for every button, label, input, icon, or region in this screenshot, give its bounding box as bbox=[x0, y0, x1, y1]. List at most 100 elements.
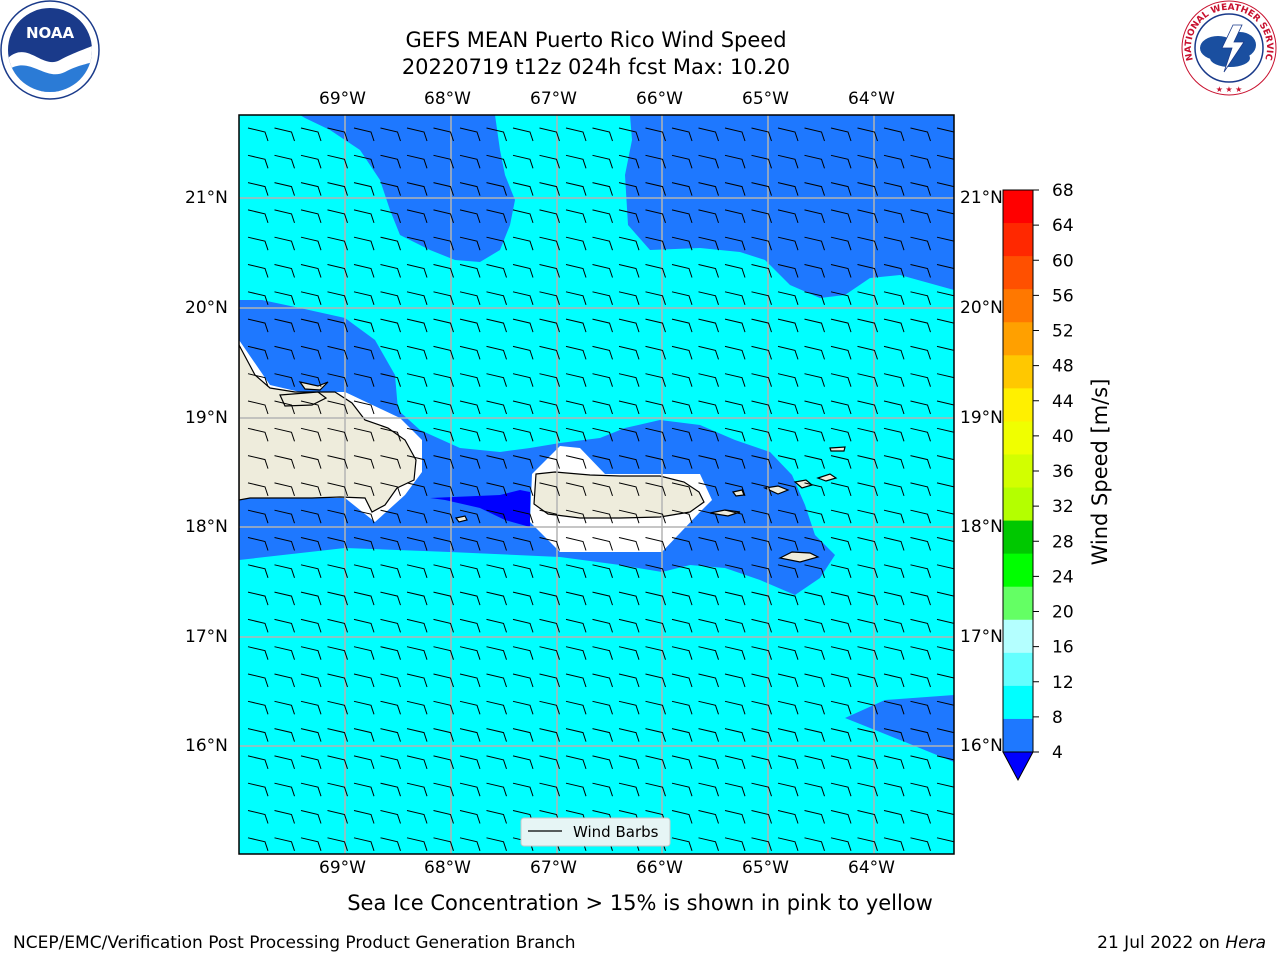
wind-barb bbox=[539, 646, 560, 660]
lon-tick-bottom: 67°W bbox=[530, 858, 577, 878]
wind-barb bbox=[698, 400, 719, 415]
wind-barb bbox=[936, 591, 954, 598]
wind-barb bbox=[857, 509, 878, 524]
wind-barb bbox=[857, 728, 878, 742]
wind-barb bbox=[830, 127, 852, 142]
wind-barb bbox=[671, 509, 693, 524]
wind-barb bbox=[247, 700, 269, 715]
lon-tick-bottom: 69°W bbox=[319, 858, 366, 878]
wind-barb bbox=[777, 264, 799, 278]
wind-barb bbox=[327, 591, 348, 606]
wind-barb-legend: Wind Barbs bbox=[520, 817, 671, 847]
wind-barb bbox=[300, 318, 322, 333]
wind-barb bbox=[512, 127, 534, 142]
wind-barb bbox=[353, 318, 375, 333]
wind-barb bbox=[698, 509, 719, 524]
colorbar-tick-label: 20 bbox=[1052, 603, 1074, 623]
wind-barb bbox=[857, 591, 878, 606]
nws-logo: NATIONAL WEATHER SERVICE ★ ★ ★ bbox=[0, 0, 1277, 96]
wind-barb bbox=[327, 782, 348, 797]
noaa-text: NOAA bbox=[26, 24, 75, 42]
wind-barb bbox=[539, 509, 560, 524]
wind-barb bbox=[565, 564, 587, 578]
wind-barb bbox=[804, 537, 825, 551]
colorbar-tick-label: 16 bbox=[1052, 638, 1074, 658]
wind-barb bbox=[539, 455, 560, 469]
wind-barb bbox=[936, 700, 954, 707]
wind-barb bbox=[592, 236, 613, 251]
wind-barb bbox=[777, 127, 799, 142]
wind-barb bbox=[565, 209, 587, 224]
wind-barb bbox=[830, 728, 852, 742]
wind-barb bbox=[300, 646, 322, 660]
wind-barb bbox=[698, 291, 719, 305]
wind-barb bbox=[539, 427, 560, 442]
wind-barb bbox=[565, 154, 587, 169]
wind-barb bbox=[804, 291, 825, 305]
wind-barb bbox=[804, 482, 825, 497]
wind-barb bbox=[565, 400, 587, 415]
wind-barb bbox=[459, 291, 481, 305]
wind-barb bbox=[300, 400, 322, 415]
wind-barb bbox=[910, 318, 931, 333]
wind-barb bbox=[751, 209, 772, 224]
wind-barb bbox=[618, 318, 640, 333]
wind-barb bbox=[247, 618, 269, 633]
wind-barb bbox=[645, 400, 666, 415]
wind-barb bbox=[539, 482, 560, 497]
wind-barb bbox=[645, 755, 666, 770]
wind-barb bbox=[512, 400, 534, 415]
wind-barb bbox=[459, 673, 481, 688]
colorbar-extend bbox=[1002, 751, 1034, 782]
wind-barb bbox=[830, 537, 852, 551]
wind-barb bbox=[830, 427, 852, 442]
wind-barb bbox=[486, 837, 507, 851]
wind-barb bbox=[486, 264, 507, 278]
wind-barb bbox=[406, 264, 428, 278]
wind-barb bbox=[300, 264, 322, 278]
wind-barb bbox=[804, 236, 825, 251]
wind-barb bbox=[724, 509, 746, 524]
wind-barb bbox=[671, 455, 693, 469]
wind-barb bbox=[300, 537, 322, 551]
wind-barb bbox=[353, 537, 375, 551]
wind-barb bbox=[300, 810, 322, 824]
wind-barb bbox=[910, 537, 931, 551]
wind-barb bbox=[698, 127, 719, 142]
wind-barb bbox=[936, 810, 954, 817]
wind-barb bbox=[751, 782, 772, 797]
wind-barb bbox=[751, 673, 772, 688]
wind-barb bbox=[804, 154, 825, 169]
colorbar-segment bbox=[1003, 652, 1033, 687]
wind-barb bbox=[274, 400, 295, 415]
noaa-logo: NOAA bbox=[0, 0, 100, 100]
wind-barb bbox=[565, 646, 587, 660]
wind-barb bbox=[698, 646, 719, 660]
wind-barb bbox=[274, 373, 295, 387]
wind-barb bbox=[353, 482, 375, 497]
wind-barb bbox=[671, 618, 693, 633]
wind-barb bbox=[910, 618, 931, 633]
wind-barb bbox=[459, 509, 481, 524]
wind-barb bbox=[406, 700, 428, 715]
lat-tick-right: 16°N bbox=[960, 736, 1003, 756]
wind-barb bbox=[433, 837, 454, 851]
wind-barb bbox=[539, 264, 560, 278]
wind-barb bbox=[433, 400, 454, 415]
wind-barb bbox=[804, 318, 825, 333]
wind-barb bbox=[327, 537, 348, 551]
wind-barb bbox=[353, 154, 375, 169]
wind-barb bbox=[936, 291, 954, 298]
wind-barb bbox=[751, 646, 772, 660]
wind-barb bbox=[936, 755, 954, 762]
wind-barb bbox=[565, 345, 587, 360]
wind-barb bbox=[406, 154, 428, 169]
wind-barb bbox=[698, 236, 719, 251]
wind-barb bbox=[645, 482, 666, 497]
wind-barb bbox=[592, 673, 613, 688]
wind-barb bbox=[274, 291, 295, 305]
wind-barb bbox=[883, 427, 905, 442]
wind-barb bbox=[883, 537, 905, 551]
date-text: 21 Jul 2022 on Hera bbox=[1097, 933, 1266, 953]
wind-barb bbox=[777, 373, 799, 387]
